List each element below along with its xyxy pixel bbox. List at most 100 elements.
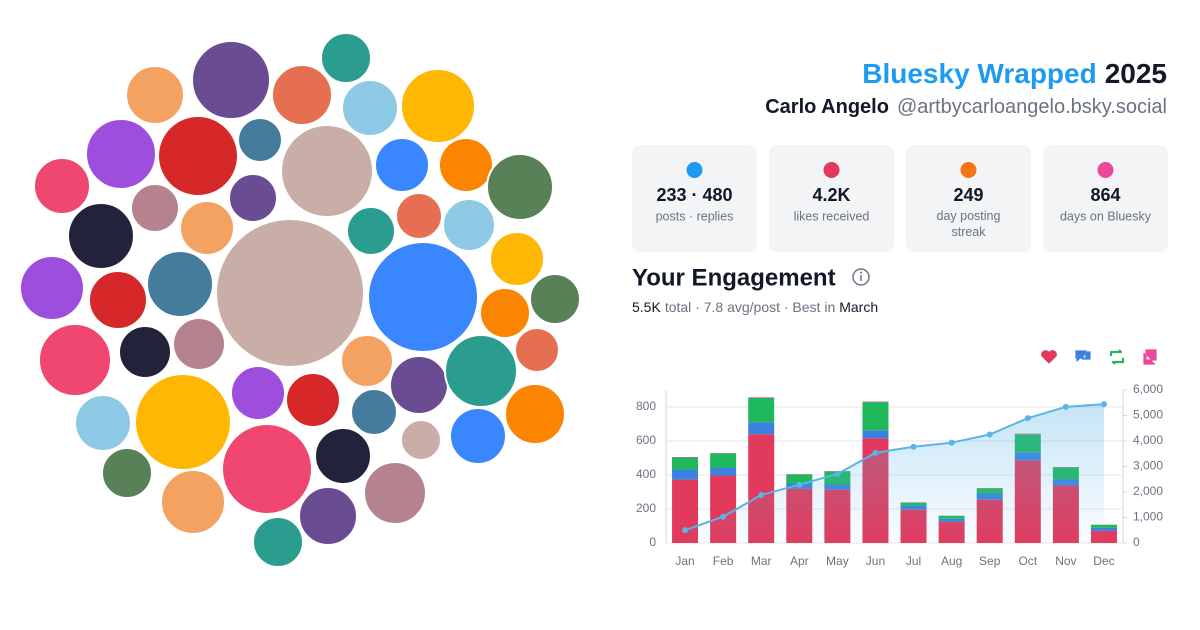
avatar [271, 64, 333, 126]
y2-tick-label: 6,000 [1133, 382, 1163, 396]
x-tick-label: Jan [675, 554, 694, 568]
x-tick-label: Oct [1018, 554, 1037, 568]
legend-icon[interactable] [1041, 350, 1057, 364]
line-point [948, 439, 955, 446]
stat-icon [823, 162, 840, 178]
avatar [230, 365, 286, 421]
avatar [67, 202, 135, 270]
y2-tick-label: 2,000 [1133, 484, 1163, 498]
avatar [320, 32, 372, 84]
legend-icon[interactable] [1109, 349, 1125, 365]
avatar [438, 137, 494, 193]
line-point [758, 491, 765, 498]
avatar [280, 124, 374, 218]
avatar [172, 317, 226, 371]
stat-cards: 233 · 480 posts · replies 4.2K likes receiv… [632, 145, 1168, 252]
bar-segment [748, 422, 775, 435]
avatar [350, 388, 398, 436]
avatar [367, 241, 479, 353]
avatar [400, 68, 476, 144]
summary-middle: total · 7.8 avg/post · Best in [665, 299, 835, 315]
y2-tick-label: 5,000 [1133, 408, 1163, 422]
avatar [363, 461, 427, 525]
stat-value: 864 [1090, 185, 1120, 205]
stat-label: posts · replies [656, 209, 734, 223]
y2-tick-label: 1,000 [1133, 510, 1163, 524]
avatar [130, 183, 180, 233]
stat-icon [686, 162, 703, 178]
legend [1041, 349, 1157, 365]
user-line: Carlo Angelo @artbycarloangelo.bsky.socia… [765, 96, 1167, 118]
y-tick-label: 400 [636, 467, 656, 481]
info-icon[interactable] [852, 268, 870, 286]
avatar [374, 137, 430, 193]
avatar [179, 200, 235, 256]
avatar [514, 327, 560, 373]
year: 2025 [1105, 58, 1167, 89]
avatar [479, 287, 531, 339]
stat-icon [1097, 162, 1114, 178]
x-tick-label: Feb [713, 554, 734, 568]
avatar [74, 394, 132, 452]
avatar [146, 250, 214, 318]
x-tick-label: Mar [751, 554, 772, 568]
avatar [285, 372, 341, 428]
avatar [389, 355, 449, 415]
stat-value: 233 · 480 [656, 185, 732, 205]
bar-segment [710, 453, 737, 468]
bar-segment [672, 457, 699, 470]
line-point [910, 443, 917, 450]
avatar [252, 516, 304, 568]
user-name: Carlo Angelo [765, 96, 889, 118]
y-tick-label: 0 [649, 535, 656, 549]
y-tick-label: 800 [636, 399, 656, 413]
avatar [160, 469, 226, 535]
x-tick-label: Aug [941, 554, 962, 568]
line-point [720, 513, 727, 520]
line-point [1100, 401, 1107, 408]
avatar [341, 79, 399, 137]
avatar [125, 65, 185, 125]
avatar-cluster [19, 32, 581, 568]
engagement-summary: 5.5K total · 7.8 avg/post · Best in March [632, 299, 878, 315]
avatar [529, 273, 581, 325]
section-title: Your Engagement [632, 264, 836, 291]
avatar [486, 153, 554, 221]
stat-icon [960, 162, 977, 178]
avatar [237, 117, 283, 163]
avatar [400, 419, 442, 461]
line-area [685, 404, 1104, 543]
legend-icon[interactable] [1075, 350, 1091, 362]
avatar [38, 323, 112, 397]
avatar [101, 447, 153, 499]
avatar [88, 270, 148, 330]
avatar [395, 192, 443, 240]
y-tick-label: 600 [636, 433, 656, 447]
bar-segment [862, 430, 889, 439]
y2-tick-label: 0 [1133, 535, 1140, 549]
avatar [19, 255, 85, 321]
avatar [157, 115, 239, 197]
stat-card [906, 145, 1031, 252]
stat-card [1043, 145, 1168, 252]
x-tick-label: Jul [906, 554, 921, 568]
x-tick-label: Apr [790, 554, 809, 568]
avatar [118, 325, 172, 379]
bar-segment [748, 397, 775, 423]
legend-icon[interactable] [1143, 349, 1157, 365]
avatar [298, 486, 358, 546]
bar-segment [672, 469, 699, 480]
bar-segment [710, 467, 737, 476]
y2-tick-label: 4,000 [1133, 433, 1163, 447]
line-point [682, 527, 689, 534]
x-tick-label: Sep [979, 554, 1001, 568]
stat-card [769, 145, 894, 252]
stat-value: 4.2K [812, 185, 850, 205]
avatar [449, 407, 507, 465]
stat-label: days on Bluesky [1060, 209, 1152, 223]
bar-segment [862, 401, 889, 403]
avatar [340, 334, 394, 388]
avatar [489, 231, 545, 287]
avatar [134, 373, 232, 471]
line-point [834, 470, 841, 477]
